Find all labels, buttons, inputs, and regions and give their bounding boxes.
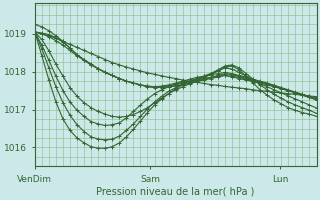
X-axis label: Pression niveau de la mer( hPa ): Pression niveau de la mer( hPa ) [96,187,255,197]
